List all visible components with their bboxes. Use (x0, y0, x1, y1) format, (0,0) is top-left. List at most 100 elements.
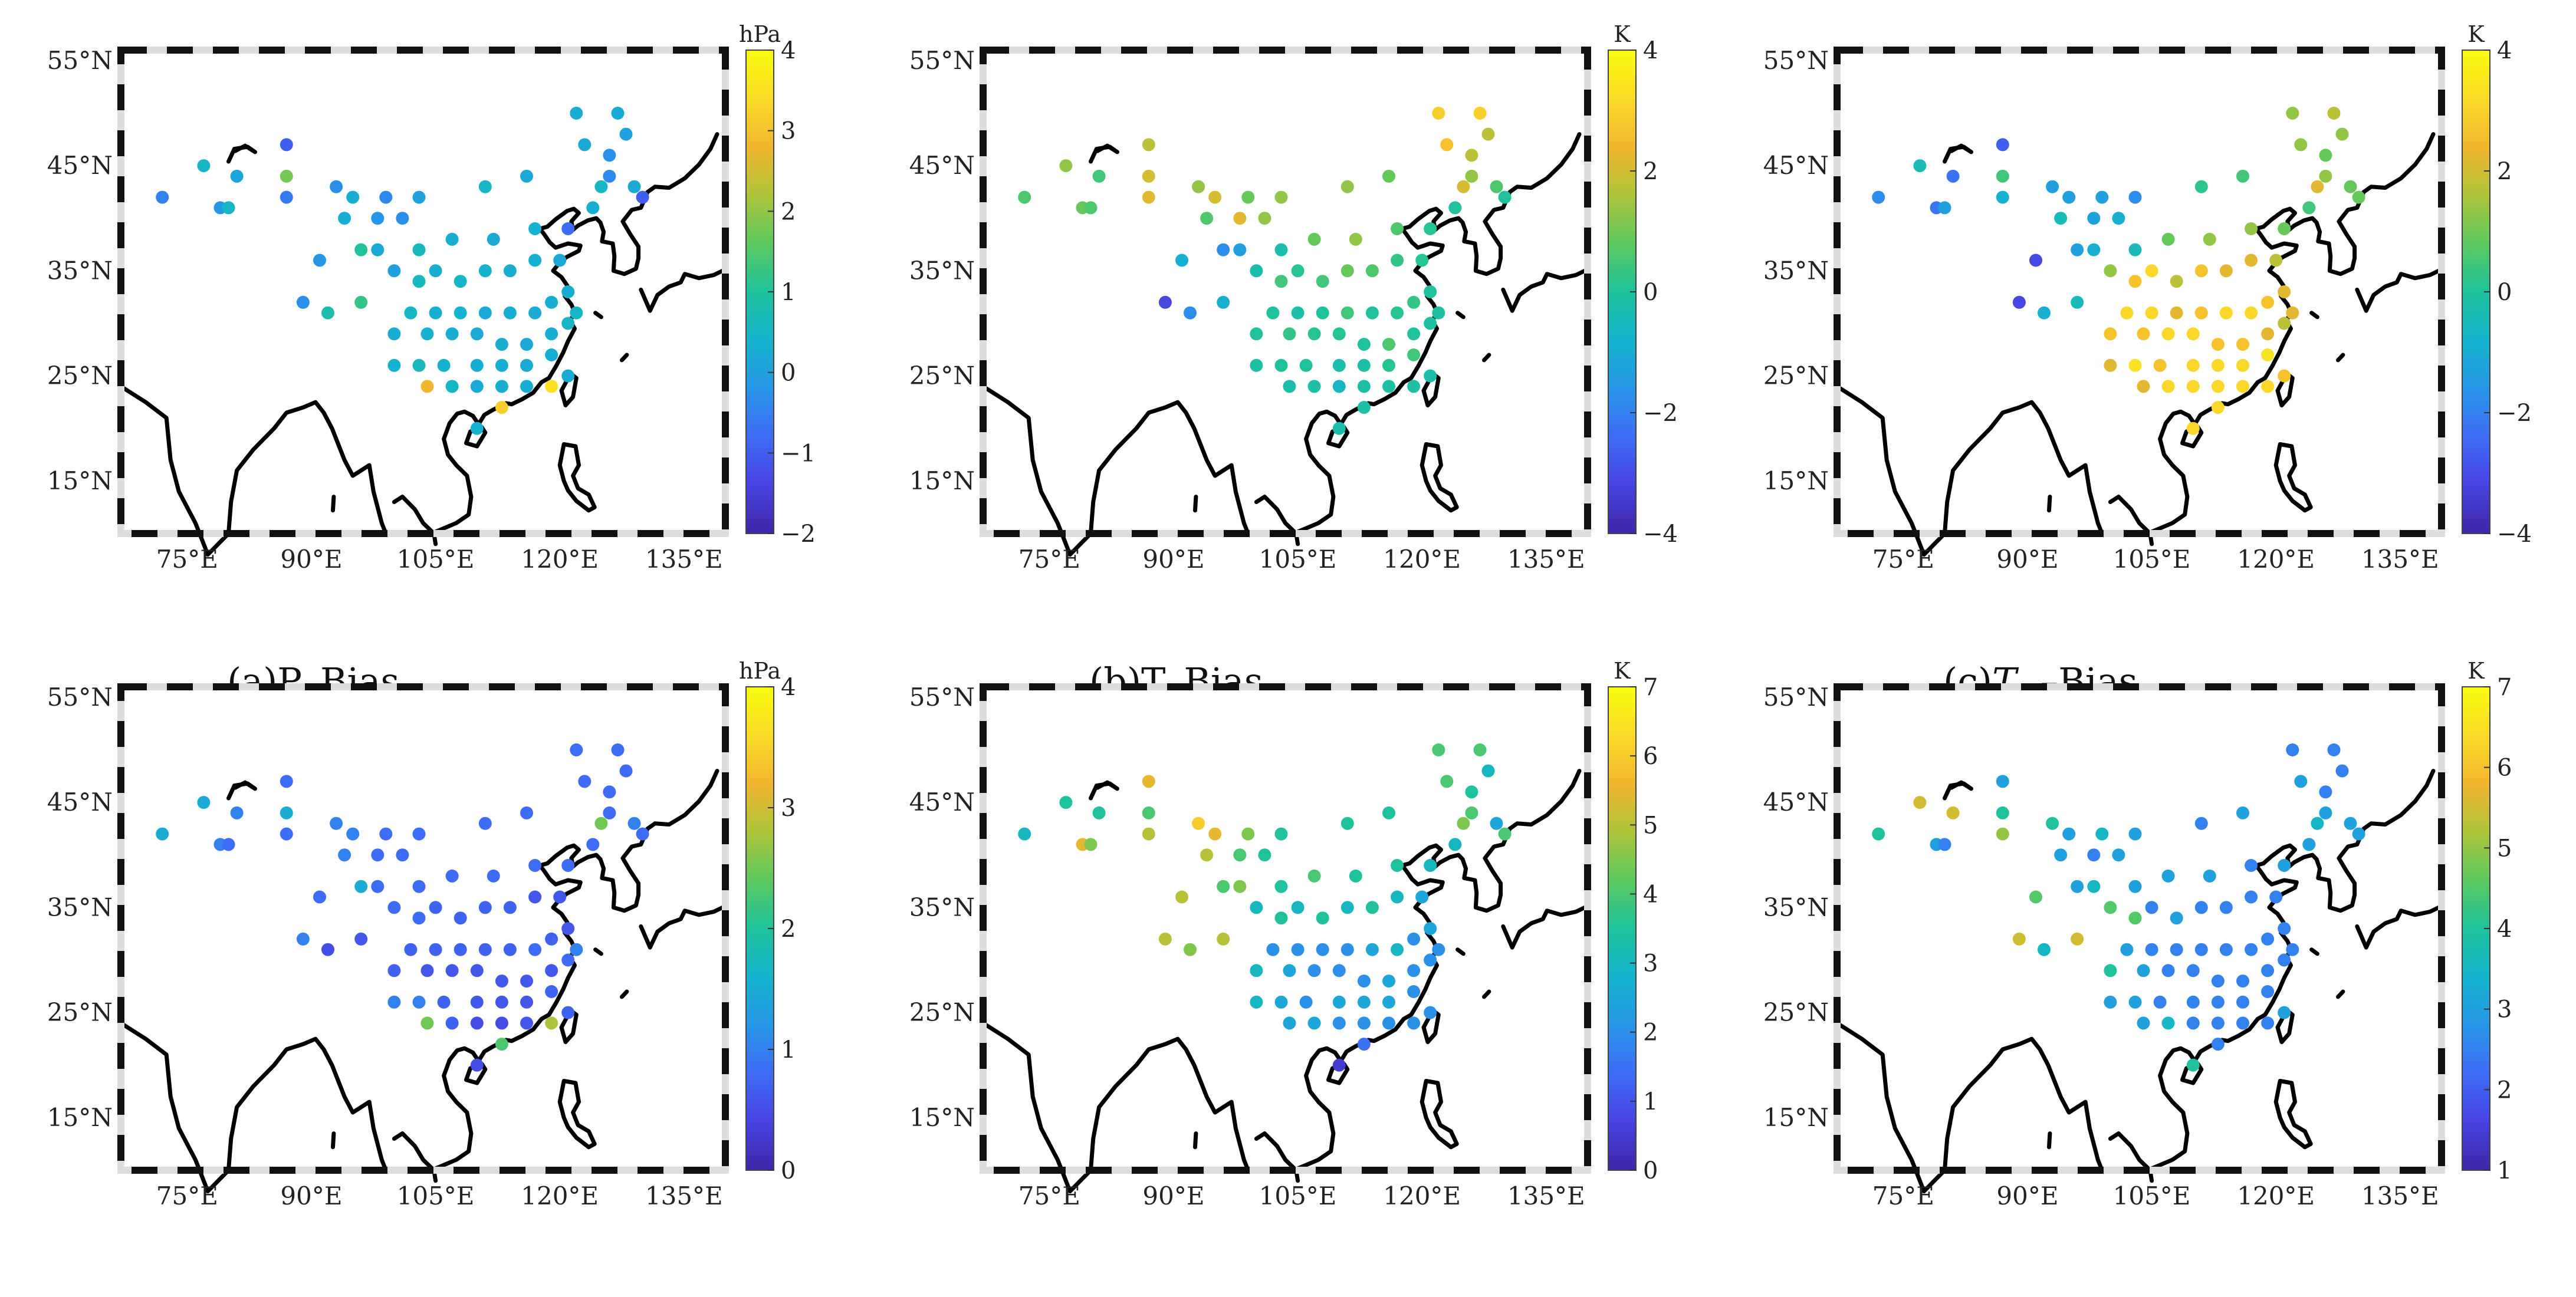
station-marker (545, 964, 558, 977)
station-markers (1018, 107, 1512, 435)
station-marker (2211, 995, 2225, 1009)
coastline-segment (1089, 780, 1119, 801)
station-marker (2054, 848, 2068, 862)
map-area (1837, 50, 2442, 534)
colorbar-tick-label: 5 (2497, 835, 2512, 862)
station-marker (1490, 180, 1503, 193)
station-marker (1407, 348, 1421, 361)
station-marker (1340, 817, 1354, 830)
station-marker (619, 764, 633, 778)
station-marker (2170, 306, 2183, 320)
station-marker (354, 243, 368, 256)
station-marker (387, 995, 401, 1009)
station-marker (495, 995, 508, 1009)
station-marker (528, 943, 542, 956)
map-panel-e: 55°N45°N35°N25°N15°N75°E 90°E 105°E 120°E 13… (909, 658, 1658, 1297)
station-marker (2319, 169, 2332, 183)
station-marker (2211, 975, 2225, 988)
lat-tick-label: 45°N (47, 151, 113, 180)
lon-tick-label: 135°E (645, 545, 723, 574)
station-marker (330, 817, 343, 830)
station-marker (578, 775, 592, 788)
lat-tick-label: 55°N (909, 46, 975, 75)
station-marker (1332, 1058, 1346, 1072)
lat-tick-label: 55°N (1763, 683, 1829, 712)
map-area (983, 687, 1588, 1170)
station-marker (1913, 796, 1927, 809)
station-marker (1307, 380, 1321, 393)
station-marker (520, 338, 533, 351)
station-marker (1217, 295, 1230, 309)
station-marker (371, 243, 385, 256)
map-frame-dashes (117, 47, 729, 537)
station-marker (603, 149, 616, 162)
station-marker (338, 212, 351, 225)
station-marker (2186, 327, 2200, 341)
station-marker (2319, 785, 2332, 799)
coastline-segment (331, 1131, 336, 1150)
station-marker (2120, 943, 2134, 956)
station-marker (1349, 869, 1362, 883)
station-marker (1332, 327, 1346, 341)
station-marker (387, 327, 401, 341)
station-marker (1913, 159, 1927, 173)
station-marker (2278, 222, 2291, 235)
station-marker (2145, 901, 2158, 914)
station-marker (1996, 775, 2009, 788)
lon-tick-label: 90°E (1142, 545, 1204, 574)
lon-tick-label: 135°E (2361, 545, 2439, 574)
station-marker (2236, 975, 2249, 988)
colorbar-tick-label: 4 (781, 37, 796, 64)
coastline-segment (2145, 769, 2436, 1173)
station-marker (156, 827, 169, 841)
station-marker (1084, 201, 1098, 215)
map-panel-a: 55°N45°N35°N25°N15°N75°E 90°E 105°E 120°E 13… (47, 21, 816, 703)
colorbar-tick-label: 0 (1643, 279, 1658, 306)
station-marker (1340, 901, 1354, 914)
station-marker (420, 1016, 434, 1030)
coastline-segment (119, 384, 388, 557)
station-marker (2128, 827, 2142, 841)
station-marker (1432, 107, 1445, 120)
station-marker (520, 806, 533, 819)
station-marker (1946, 169, 1960, 183)
station-marker (420, 964, 434, 977)
station-marker (1084, 838, 1098, 851)
lon-tick-label: 120°E (2237, 1181, 2315, 1210)
station-marker (495, 1038, 508, 1051)
coastline-segment (1292, 132, 1582, 536)
station-marker (1184, 943, 1197, 956)
station-marker (1391, 890, 1404, 904)
station-marker (2269, 890, 2283, 904)
station-marker (404, 306, 418, 320)
station-marker (570, 743, 583, 756)
station-marker (2161, 964, 2175, 977)
colorbar-tick-label: −2 (1643, 400, 1678, 427)
station-marker (570, 943, 583, 956)
lon-tick-label: 105°E (397, 1181, 475, 1210)
station-marker (2245, 859, 2258, 872)
colorbar-tick-label: 0 (781, 1157, 796, 1184)
station-marker (1382, 995, 1395, 1009)
station-marker (1365, 943, 1379, 956)
station-marker (1274, 243, 1288, 256)
station-marker (2261, 327, 2275, 341)
station-marker (478, 943, 492, 956)
station-marker (2286, 943, 2299, 956)
station-marker (1142, 169, 1155, 183)
station-marker (2261, 964, 2275, 977)
station-marker (396, 212, 409, 225)
colorbar-tick-label: 2 (2497, 158, 2512, 185)
station-marker (412, 827, 426, 841)
station-marker (371, 212, 385, 225)
station-marker (627, 180, 641, 193)
station-marker (1432, 743, 1445, 756)
station-marker (570, 107, 583, 120)
station-marker (1481, 127, 1495, 141)
station-marker (1391, 254, 1404, 267)
station-marker (2071, 295, 2084, 309)
station-marker (470, 964, 484, 977)
colorbar-unit-label: K (1614, 21, 1631, 47)
station-marker (1258, 212, 1271, 225)
lat-tick-label: 25°N (1763, 998, 1829, 1027)
